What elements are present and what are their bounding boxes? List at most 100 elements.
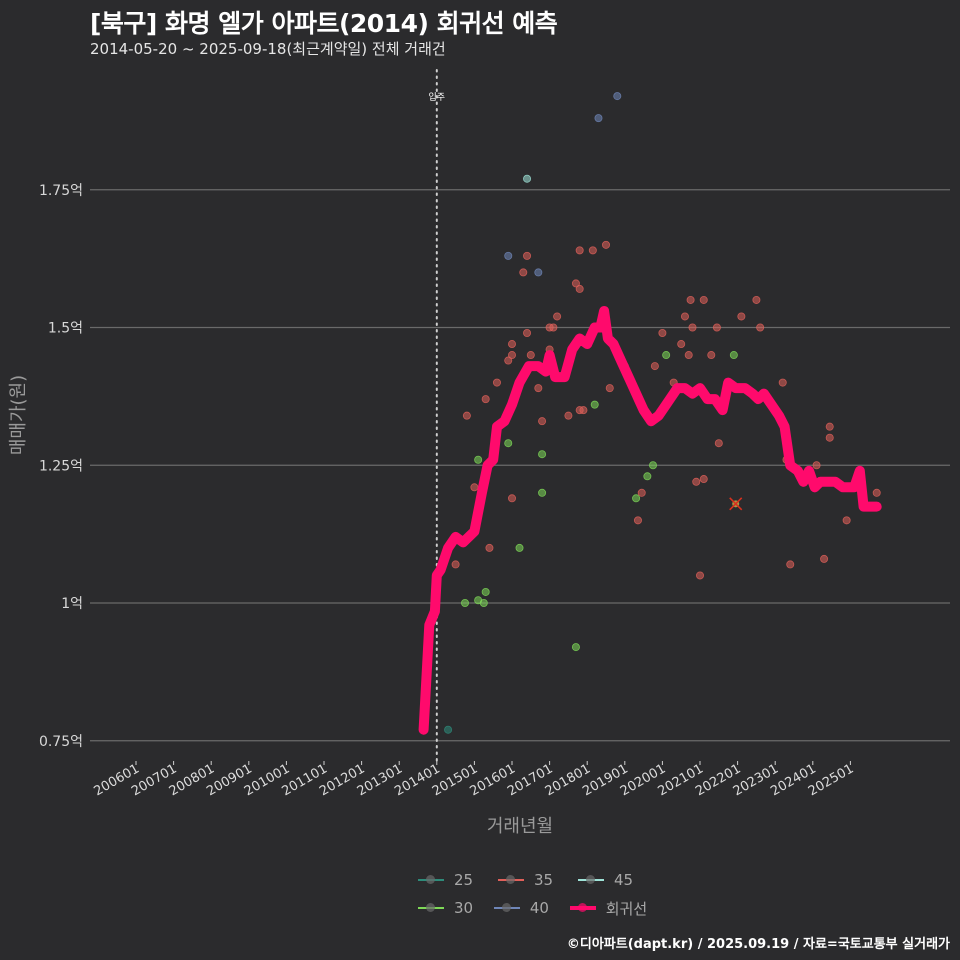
data-point-30 [643,472,652,481]
data-point-35 [507,494,516,503]
source-caption: ©디아파트(dapt.kr) / 2025.09.19 / 자료=국토교통부 실… [566,937,950,952]
x-axis-title: 거래년월 [487,816,553,837]
data-point-30 [538,450,547,459]
data-point-35 [677,340,686,349]
data-point-35 [825,422,834,431]
data-point-35 [605,384,614,393]
y-tick-label: 1억 [61,596,83,612]
data-point-35 [756,323,765,332]
data-point-35 [451,560,460,569]
data-point-30 [515,543,524,552]
data-point-30 [474,455,483,464]
legend: 25 35 45 30 40 회귀선 [418,866,658,922]
data-point-35 [519,268,528,277]
data-point-40 [594,114,603,123]
data-point-30 [662,351,671,360]
data-point-40 [504,251,513,260]
y-tick-label: 1.75억 [39,183,83,199]
data-point-35 [633,516,642,525]
data-point-30 [481,587,490,596]
data-point-35 [534,384,543,393]
legend-item-40[interactable]: 40 [493,899,570,917]
legend-key-icon [498,875,524,885]
data-point-30 [590,400,599,409]
data-point-45 [523,174,532,183]
data-point-35 [549,323,558,332]
data-point-35 [538,417,547,426]
legend-item-35[interactable]: 35 [498,871,578,889]
scatter-points [444,92,881,734]
data-point-35 [462,411,471,420]
data-point-35 [588,246,597,255]
data-point-35 [712,323,721,332]
data-point-35 [492,378,501,387]
x-axis: 2006012007012008012009012010012011012012… [92,761,856,799]
data-point-35 [470,483,479,492]
data-point-35 [786,560,795,569]
data-point-35 [812,461,821,470]
legend-item-25[interactable]: 25 [418,871,498,889]
data-point-35 [737,312,746,321]
data-point-35 [699,295,708,304]
data-point-35 [650,362,659,371]
data-point-35 [684,351,693,360]
move-in-annotation: 입주 [429,69,446,766]
legend-key-icon [493,903,520,913]
data-point-35 [564,411,573,420]
data-point-35 [579,406,588,415]
data-point-30 [571,643,580,652]
data-point-35 [692,477,701,486]
gridlines [90,189,950,742]
data-point-35 [872,488,881,497]
data-point-35 [575,284,584,293]
data-point-40 [534,268,543,277]
data-point-35 [553,312,562,321]
y-axis: 0.75억 1억 1.25억 1.5억 1.75억 [39,183,83,750]
legend-item-30[interactable]: 30 [418,899,494,917]
data-point-35 [504,356,513,365]
data-point-35 [637,488,646,497]
data-point-30 [538,488,547,497]
data-point-35 [523,251,532,260]
chart-title: [북구] 화명 엘가 아파트(2014) 회귀선 예측 [90,9,558,38]
data-point-35 [481,395,490,404]
data-point-35 [680,312,689,321]
data-point-35 [686,295,695,304]
data-point-35 [752,295,761,304]
legend-key-icon [578,875,604,885]
data-point-35 [523,329,532,338]
data-point-35 [688,323,697,332]
regression-line [418,306,882,735]
data-point-35 [825,433,834,442]
data-point-30 [649,461,658,470]
data-point-30 [460,599,469,608]
data-point-35 [707,351,716,360]
legend-key-icon [418,875,444,885]
data-point-35 [526,351,535,360]
y-tick-label: 0.75억 [39,734,83,750]
chart-subtitle: 2014-05-20 ~ 2025-09-18(최근계약일) 전체 거래건 [90,40,446,58]
annotation-label: 입주 [429,91,446,103]
data-point-35 [820,554,829,563]
data-point-30 [632,494,641,503]
data-point-35 [696,571,705,580]
data-point-35 [507,351,516,360]
data-point-35 [575,246,584,255]
y-tick-label: 1.5억 [48,321,83,337]
data-point-35 [602,240,611,249]
data-point-30 [729,351,738,360]
y-axis-title: 매매가(원) [8,375,29,455]
data-point-40 [613,92,622,101]
data-point-30 [504,439,513,448]
legend-key-icon [418,903,444,913]
data-point-35 [714,439,723,448]
data-point-35 [842,516,851,525]
data-point-35 [485,543,494,552]
data-point-35 [658,329,667,338]
legend-item-45[interactable]: 45 [578,871,658,889]
data-point-30 [479,599,488,608]
outlier-marker [729,497,743,511]
legend-key-icon [569,903,596,913]
legend-item-regression[interactable]: 회귀선 [569,898,658,919]
